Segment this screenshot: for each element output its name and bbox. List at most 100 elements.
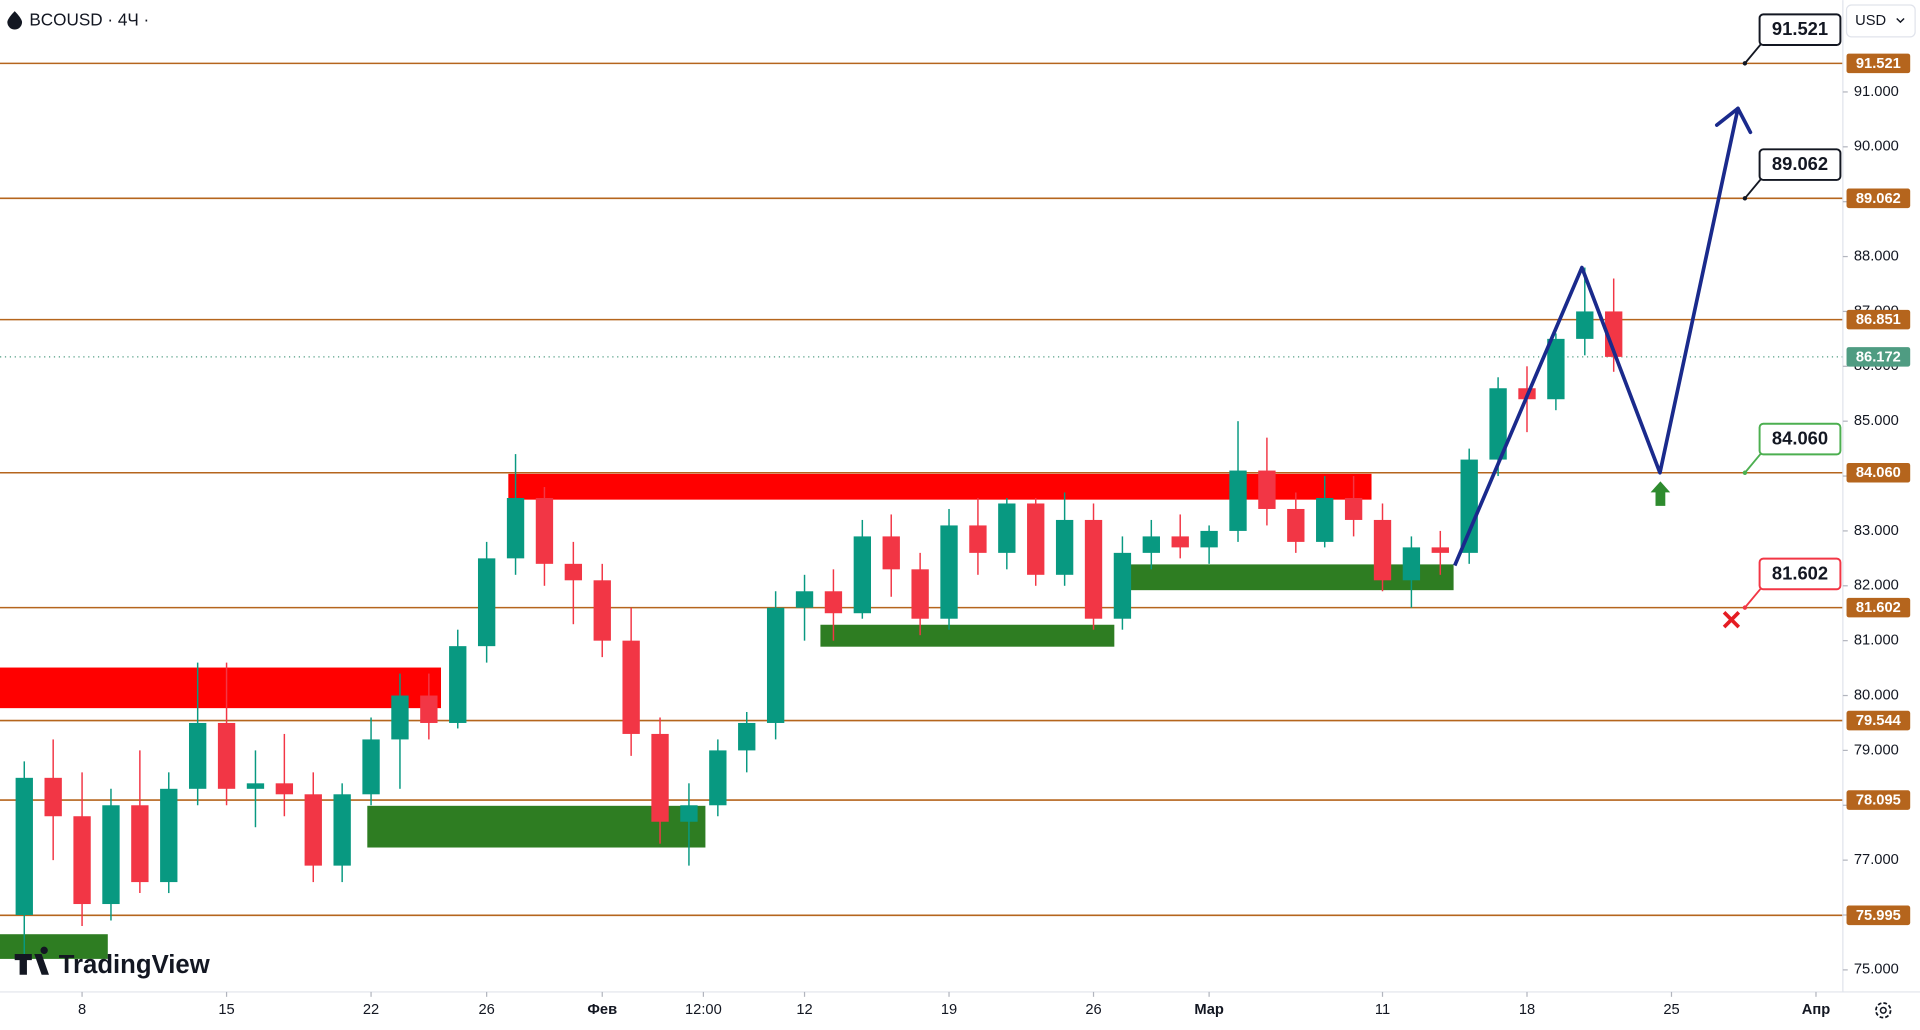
candle-body — [651, 733, 669, 822]
symbol-title: BCOUSD · 4Ч · — [29, 9, 149, 29]
level-label-box — [1846, 309, 1911, 330]
candle-body — [73, 816, 91, 905]
candle-body — [449, 646, 467, 723]
watermark: TradingView — [14, 946, 211, 979]
callout-anchor — [1742, 61, 1748, 66]
candle-body — [1258, 470, 1276, 509]
candle-body — [188, 722, 207, 789]
candle-body — [1460, 459, 1478, 553]
level-label-box — [1846, 188, 1911, 209]
level-label-box — [1846, 905, 1911, 926]
y-tick-label: 91.000 — [1854, 84, 1899, 100]
forecast-path — [1453, 108, 1740, 567]
candle-body — [1547, 338, 1565, 400]
candle-body — [477, 558, 496, 647]
x-tick-label: 19 — [941, 1002, 957, 1018]
candle-body — [564, 563, 583, 581]
candle-body — [246, 783, 265, 789]
callout-label: 84.060 — [1772, 428, 1828, 449]
candle-body — [1027, 503, 1045, 575]
time-axis: 8 15 22 26 Фев 12:00 12 19 26 Мар 11 18 25 Апр — [78, 991, 1830, 1018]
level-label-box — [1846, 53, 1911, 74]
y-tick-label: 75.000 — [1854, 962, 1899, 978]
candle-body — [622, 640, 640, 734]
candle-body — [1113, 552, 1132, 619]
zone — [0, 667, 441, 709]
callout-leader — [1744, 40, 1764, 64]
x-tick-label: 12:00 — [685, 1002, 722, 1018]
level-label-box — [1846, 597, 1911, 618]
x-tick-label: 8 — [78, 1002, 86, 1018]
y-tick-label: 83.000 — [1854, 523, 1899, 539]
callout-anchor — [1742, 196, 1748, 201]
currency-selector[interactable]: USD — [1845, 4, 1916, 38]
y-tick-label: 82.000 — [1854, 578, 1899, 594]
symbol-header[interactable]: BCOUSD · 4Ч · — [7, 9, 149, 30]
candle-body — [1316, 497, 1334, 542]
callout-label: 81.602 — [1772, 562, 1828, 583]
watermark-logo — [14, 946, 49, 975]
level-label: 78.095 — [1856, 793, 1901, 809]
candle-body — [969, 525, 987, 553]
y-tick-label: 77.000 — [1854, 852, 1899, 868]
candle-body — [304, 794, 322, 866]
x-tick-label: 15 — [218, 1002, 234, 1018]
zones — [0, 473, 1454, 959]
level-label: 86.851 — [1856, 312, 1901, 328]
candle-body — [275, 783, 294, 795]
stop-cross — [1722, 611, 1741, 629]
candle-body — [1402, 547, 1421, 581]
candle-body — [1142, 536, 1160, 553]
candle-body — [160, 788, 178, 883]
candle-body — [738, 722, 756, 751]
candle-body — [593, 580, 611, 641]
candle-body — [882, 536, 900, 570]
callout-box — [1758, 148, 1842, 181]
level-label-box — [1846, 462, 1911, 483]
candle-body — [680, 805, 698, 822]
price-axis: 75.00076.00077.00078.00079.00080.00081.0… — [1842, 53, 1911, 978]
candle-body — [940, 525, 958, 619]
callout-label: 89.062 — [1772, 153, 1828, 174]
candle-body — [362, 739, 380, 795]
candle-body — [1200, 530, 1218, 548]
y-tick-label: 79.000 — [1854, 742, 1899, 758]
gear-inner — [1879, 1006, 1887, 1014]
candle-body — [911, 569, 929, 619]
level-label: 91.521 — [1856, 56, 1901, 72]
candle-body — [391, 695, 409, 740]
candle-body — [1489, 388, 1507, 460]
callout-leader — [1744, 175, 1764, 199]
symbol-icon — [7, 11, 23, 30]
zone — [508, 473, 1372, 500]
level-label-box — [1846, 790, 1911, 810]
callout-box — [1758, 422, 1842, 456]
zone — [367, 805, 706, 848]
candle-body — [420, 695, 438, 723]
callout-label: 91.521 — [1772, 18, 1828, 39]
candle-body — [1229, 470, 1247, 531]
overlay: 91.521 89.062 84.060 81.602 — [1453, 13, 1842, 610]
candle-body — [1344, 497, 1363, 520]
callout-leader — [1744, 450, 1764, 474]
candle-body — [333, 794, 351, 866]
callout-leader — [1744, 584, 1764, 609]
candle-body — [506, 497, 525, 559]
callout-anchor — [1742, 605, 1748, 610]
candle-body — [853, 536, 872, 614]
x-tick-label: 12 — [796, 1002, 812, 1018]
forecast-arrowhead — [1714, 106, 1740, 127]
candle-body — [1576, 311, 1594, 339]
x-tick-label: 18 — [1519, 1002, 1535, 1018]
y-tick-label: 80.000 — [1854, 687, 1899, 703]
x-tick-label: Мар — [1194, 1002, 1224, 1018]
y-tick-label: 85.000 — [1854, 413, 1899, 429]
x-tick-label: 25 — [1663, 1002, 1679, 1018]
candle-body — [102, 805, 120, 905]
level-label: 84.060 — [1856, 465, 1901, 481]
settings-button[interactable] — [1875, 1002, 1892, 1019]
candle-body — [766, 607, 785, 723]
x-tick-label: Апр — [1802, 1002, 1830, 1018]
zone — [820, 624, 1115, 647]
